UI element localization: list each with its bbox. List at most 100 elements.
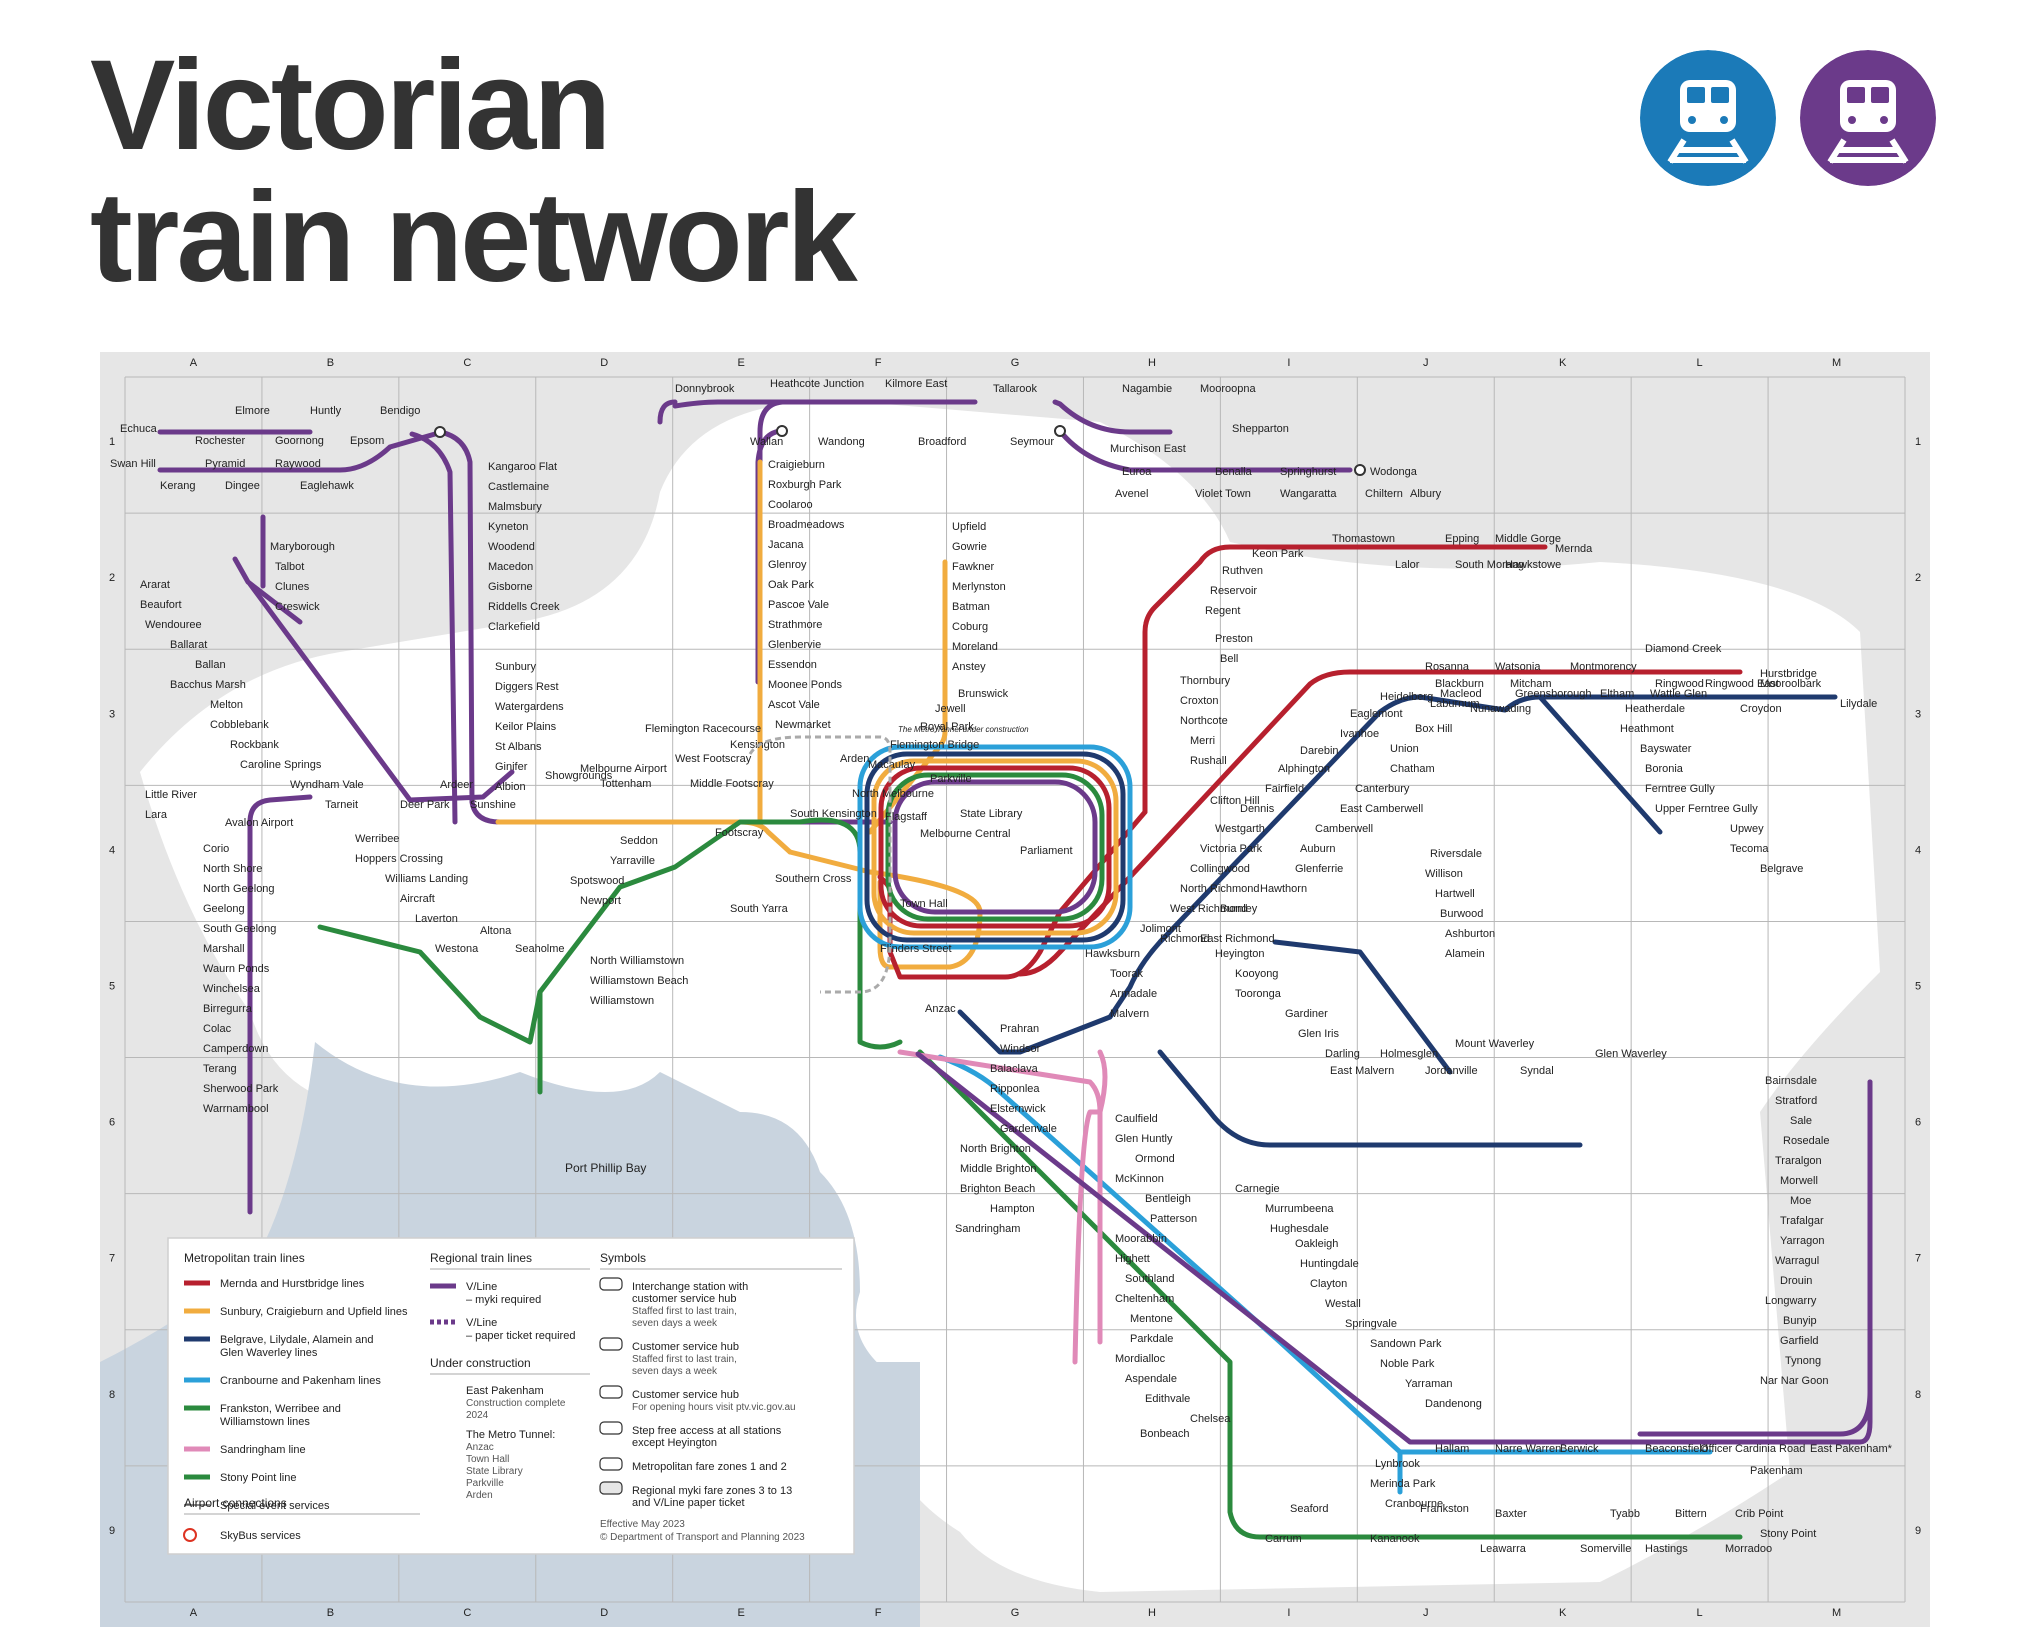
grid-column-label: B — [327, 357, 334, 369]
station-label: South Geelong — [203, 923, 276, 935]
title-line-2: train network — [90, 166, 858, 309]
station-label: Balaclava — [990, 1063, 1039, 1075]
metro-line-segment — [1537, 694, 1663, 835]
legend-symbol — [599, 1385, 623, 1399]
station-label: Kooyong — [1235, 968, 1278, 980]
station-label: Bayswater — [1640, 743, 1692, 755]
station-label: Oakleigh — [1295, 1238, 1338, 1250]
station-label: Eaglemont — [1350, 708, 1403, 720]
station-label: Glen Huntly — [1115, 1133, 1173, 1145]
station-label: South Yarra — [730, 903, 789, 915]
station-label: Castlemaine — [488, 481, 549, 493]
station-label: North Shore — [203, 863, 262, 875]
grid-column-label: G — [1011, 1607, 1020, 1619]
station-label: Sunshine — [470, 799, 516, 811]
grid-row-label: 6 — [1915, 1117, 1921, 1129]
legend-text: Construction complete — [466, 1398, 566, 1409]
station-label: Nagambie — [1122, 383, 1172, 395]
station-label: Tooronga — [1235, 988, 1282, 1000]
station-label: Glen Iris — [1298, 1028, 1339, 1040]
station-label: Ferntree Gully — [1645, 783, 1715, 795]
title-line-1: Victorian — [90, 34, 611, 177]
station-label: Mooroopna — [1200, 383, 1257, 395]
legend-text: Mernda and Hurstbridge lines — [220, 1278, 365, 1290]
station-label: Tallarook — [993, 383, 1038, 395]
station-label: Ballarat — [170, 639, 207, 651]
station-label: Lalor — [1395, 559, 1420, 571]
station-label: Glen Waverley — [1595, 1048, 1667, 1060]
station-label: Hallam — [1435, 1443, 1469, 1455]
legend-text: V/Line — [466, 1281, 497, 1293]
station-label: Jacana — [768, 539, 804, 551]
station-label: Darling — [1325, 1048, 1360, 1060]
station-label: Wallan — [750, 436, 783, 448]
station-label: Spotswood — [570, 875, 624, 887]
station-label: North Melbourne — [852, 788, 934, 800]
station-label: St Albans — [495, 741, 542, 753]
station-label: Flemington Racecourse — [645, 723, 761, 735]
station-label: Macedon — [488, 561, 533, 573]
station-label: Violet Town — [1195, 488, 1251, 500]
metro-line-segment — [1142, 544, 1548, 815]
station-label: Laburnum — [1430, 698, 1480, 710]
station-label: Chiltern — [1365, 488, 1403, 500]
station-label: Parliament — [1020, 845, 1073, 857]
station-label: Kyneton — [488, 521, 528, 533]
station-label: Somerville — [1580, 1543, 1631, 1555]
station-label: Morwell — [1780, 1175, 1818, 1187]
legend-text: Sunbury, Craigieburn and Upfield lines — [220, 1306, 408, 1318]
station-label: Burwood — [1440, 908, 1483, 920]
station-label: Arden — [840, 753, 869, 765]
station-label: Alamein — [1445, 948, 1485, 960]
legend-text: Staffed first to last train, — [632, 1306, 737, 1317]
station-label: Echuca — [120, 423, 158, 435]
station-label: Ringwood — [1655, 678, 1704, 690]
station-label: Merlynston — [952, 581, 1006, 593]
station-label: Auburn — [1300, 843, 1335, 855]
legend-text: customer service hub — [632, 1293, 737, 1305]
station-label: Batman — [952, 601, 990, 613]
legend-box — [167, 1237, 855, 1555]
station-label: Tecoma — [1730, 843, 1769, 855]
legend-text: Customer service hub — [632, 1341, 739, 1353]
station-label: Rushall — [1190, 755, 1227, 767]
station-label: Wandong — [818, 436, 865, 448]
station-label: Heathmont — [1620, 723, 1674, 735]
grid-column-label: L — [1697, 1607, 1703, 1619]
station-label: Talbot — [275, 561, 304, 573]
station-label: Noble Park — [1380, 1358, 1435, 1370]
station-label: Newport — [580, 895, 621, 907]
station-label: Greensborough — [1515, 688, 1591, 700]
legend-symbol — [599, 1481, 623, 1495]
station-label: Broadford — [918, 436, 966, 448]
station-label: Beaufort — [140, 599, 182, 611]
station-label: Brunswick — [958, 688, 1009, 700]
legend-text: – paper ticket required — [466, 1330, 575, 1342]
station-label: Glenroy — [768, 559, 807, 571]
metro-line-segment — [1017, 669, 1743, 977]
legend-text: Metropolitan fare zones 1 and 2 — [632, 1461, 787, 1473]
station-label: Melbourne Central — [920, 828, 1011, 840]
station-label: Darebin — [1300, 745, 1339, 757]
station-label: Gowrie — [952, 541, 987, 553]
station-label: Crib Point — [1735, 1508, 1783, 1520]
station-label: Avenel — [1115, 488, 1148, 500]
station-label: Westgarth — [1215, 823, 1265, 835]
station-label: Hawksburn — [1085, 948, 1140, 960]
station-label: Windsor — [1000, 1043, 1041, 1055]
station-label: Laverton — [415, 913, 458, 925]
station-label: Donnybrook — [675, 383, 735, 395]
station-label: Newmarket — [775, 719, 831, 731]
station-label: Highett — [1115, 1253, 1150, 1265]
station-label: Woodend — [488, 541, 535, 553]
station-label: Gisborne — [488, 581, 533, 593]
station-label: Aircraft — [400, 893, 435, 905]
station-label: Tyabb — [1610, 1508, 1640, 1520]
grid-row-label: 3 — [109, 708, 115, 720]
station-label: Morradoo — [1725, 1543, 1772, 1555]
station-label: Eaglehawk — [300, 480, 354, 492]
station-label: Toorak — [1110, 968, 1144, 980]
station-label: Ruthven — [1222, 565, 1263, 577]
legend-text: Under construction — [430, 1356, 531, 1370]
station-label: Royal Park — [920, 721, 974, 733]
